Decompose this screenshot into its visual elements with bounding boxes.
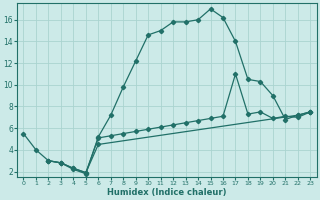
X-axis label: Humidex (Indice chaleur): Humidex (Indice chaleur) <box>107 188 227 197</box>
